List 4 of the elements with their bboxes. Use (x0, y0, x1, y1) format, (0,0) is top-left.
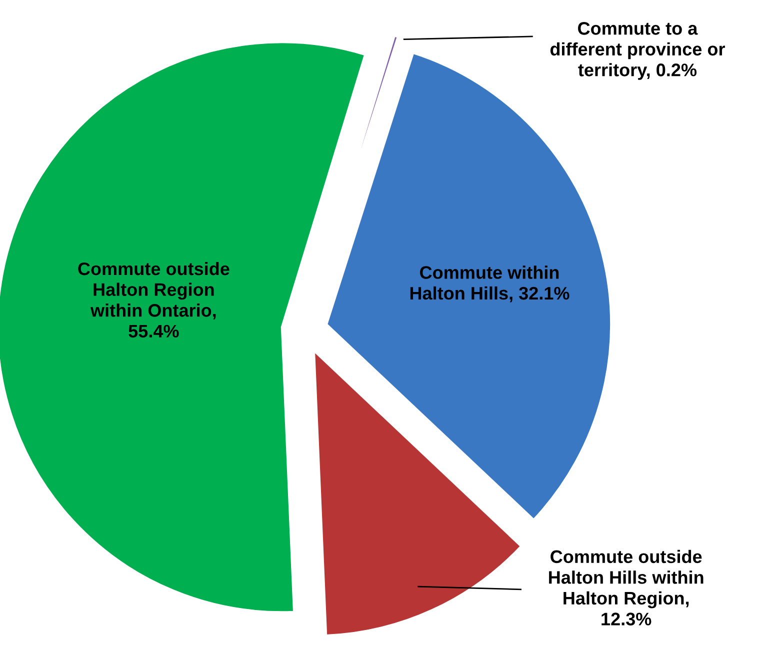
slice-label: Commute outside Halton Hills within Halton Region, 12.3% (549, 550, 704, 626)
slice-label: Commute to a different province or territory, 0.2% (550, 22, 725, 80)
slice-label: Commute outside Halton Region within Ontario, 55.4% (78, 262, 230, 338)
slice-label: Commute within Halton Hills, 32.1% (410, 266, 570, 302)
